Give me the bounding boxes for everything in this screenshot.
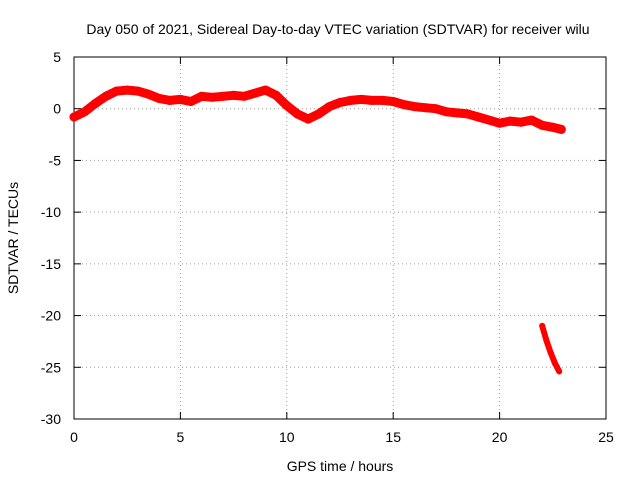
data-point: [356, 94, 366, 104]
data-point: [175, 94, 185, 104]
data-point: [431, 104, 441, 114]
data-point: [165, 95, 175, 105]
data-point: [484, 115, 494, 125]
chart-title: Day 050 of 2021, Sidereal Day-to-day VTE…: [86, 21, 589, 37]
x-tick-label: 10: [279, 429, 295, 445]
data-point: [90, 99, 100, 108]
data-point: [314, 109, 324, 119]
y-tick-label: -30: [41, 411, 61, 427]
data-point: [547, 349, 554, 356]
y-tick-label: -5: [49, 152, 62, 168]
data-point: [556, 124, 566, 134]
y-tick-label: -25: [41, 359, 61, 375]
data-point: [154, 93, 164, 103]
data-point: [346, 95, 356, 105]
data-point: [261, 85, 270, 95]
plot-frame: [73, 56, 607, 420]
y-tick-label: -20: [41, 308, 61, 324]
x-tick-label: 20: [492, 429, 508, 445]
data-point: [133, 86, 143, 96]
data-point: [367, 95, 377, 105]
data-point: [548, 122, 558, 132]
data-point: [112, 86, 122, 96]
data-point: [543, 337, 550, 344]
data-point: [218, 91, 228, 101]
data-point: [452, 108, 462, 118]
y-tick-label: -10: [41, 204, 61, 220]
data-point: [556, 368, 563, 375]
data-point: [292, 109, 302, 119]
data-point: [122, 85, 132, 95]
data-point: [516, 117, 526, 127]
x-tick-label: 15: [385, 429, 401, 445]
data-point: [473, 112, 483, 122]
grid: [74, 57, 606, 419]
data-point: [335, 98, 345, 107]
data-point: [378, 95, 388, 105]
data-point: [282, 101, 292, 111]
data-point: [271, 90, 281, 100]
axis-ticks: 0 5 10 15 20 25 5 0 -5 -10 -15 -20 -25 -30: [41, 49, 614, 445]
data-point: [441, 107, 451, 117]
data-point: [537, 120, 547, 130]
y-tick-label: -15: [41, 256, 61, 272]
data-point: [69, 112, 79, 122]
data-point: [399, 100, 409, 110]
data-point: [463, 109, 473, 119]
y-tick-label: 0: [53, 101, 61, 117]
x-tick-label: 5: [177, 429, 185, 445]
data-point: [551, 360, 558, 367]
data-point: [80, 107, 90, 117]
data-point: [495, 118, 505, 128]
data-series: [69, 85, 566, 375]
data-point: [197, 91, 207, 101]
x-axis-label: GPS time / hours: [287, 458, 394, 474]
data-point: [250, 88, 260, 98]
data-point: [420, 103, 430, 113]
x-tick-label: 25: [598, 429, 614, 445]
data-point: [229, 90, 239, 100]
data-point: [144, 89, 153, 99]
x-tick-label: 0: [70, 429, 78, 445]
data-point: [239, 91, 249, 101]
data-point: [410, 102, 419, 112]
y-tick-label: 5: [53, 49, 61, 65]
y-axis-label: SDTVAR / TECUs: [5, 182, 21, 294]
data-point: [505, 116, 515, 126]
data-point: [101, 91, 111, 101]
data-point: [186, 97, 196, 106]
data-point: [527, 115, 536, 125]
data-point: [388, 97, 398, 106]
data-point: [303, 114, 313, 124]
data-point: [539, 322, 546, 329]
data-point: [324, 102, 334, 112]
data-point: [207, 92, 217, 102]
